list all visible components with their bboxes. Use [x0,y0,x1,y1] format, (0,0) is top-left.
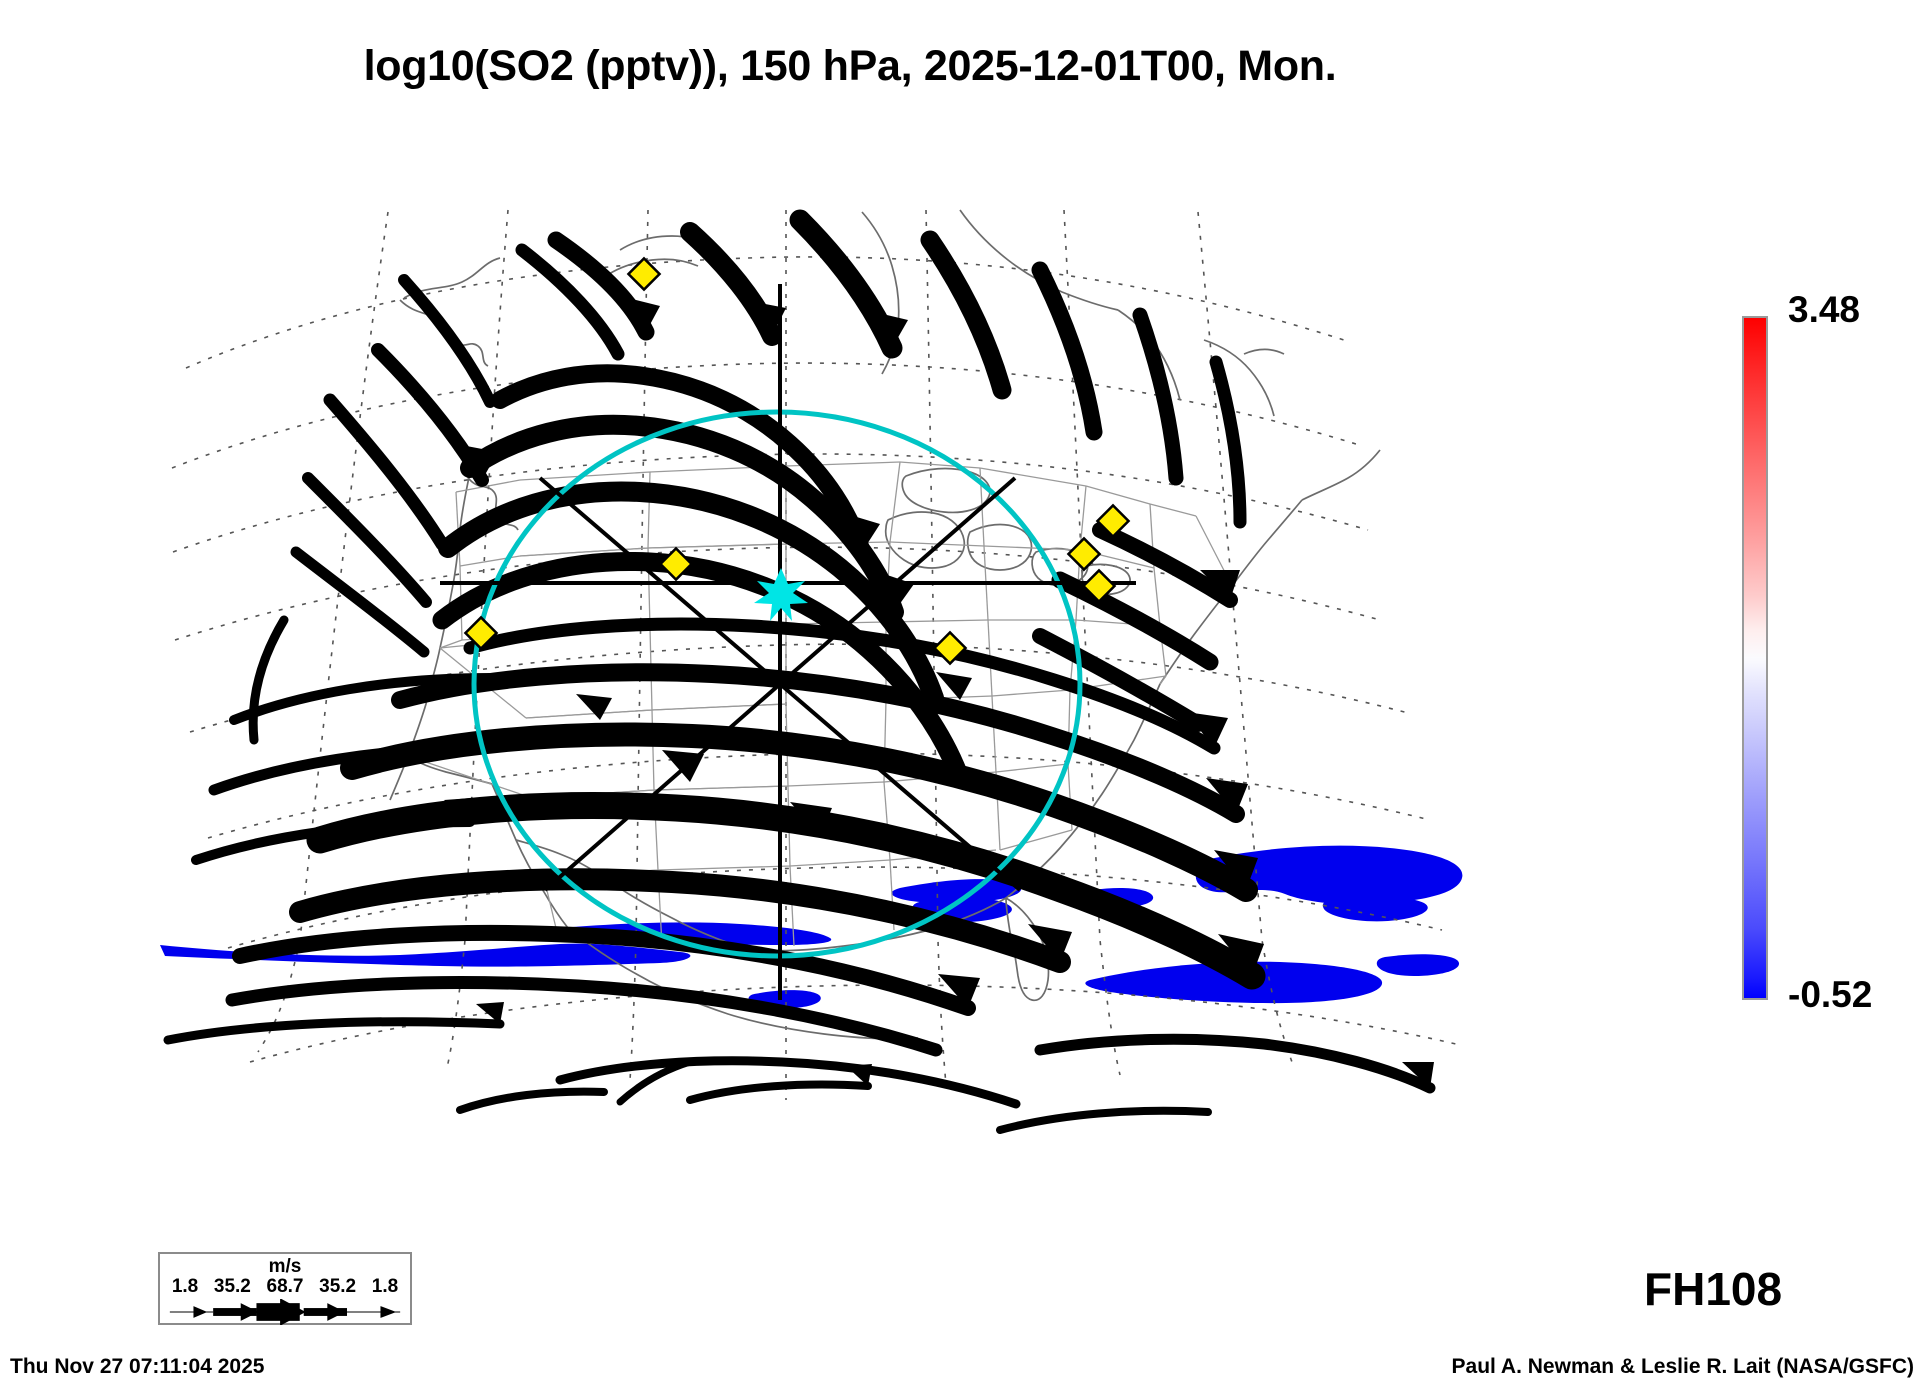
wind-legend-values: 1.8 35.2 68.7 35.2 1.8 [160,1276,410,1298]
center-crosshair [440,284,1136,1000]
wind-streamlines [163,209,1436,1134]
wind-legend-value: 68.7 [266,1276,304,1297]
wind-legend-value: 1.8 [371,1276,399,1297]
wind-legend-value: 1.8 [171,1276,199,1297]
generation-timestamp: Thu Nov 27 07:11:04 2025 [10,1355,265,1378]
center-star-marker[interactable] [754,568,808,621]
wind-speed-legend: m/s 1.8 35.2 68.7 35.2 1.8 [158,1252,412,1325]
so2-contour-fill [160,845,1463,1009]
author-credit: Paul A. Newman & Leslie R. Lait (NASA/GS… [1451,1355,1914,1378]
forecast-hour-label: FH108 [1644,1263,1783,1315]
wind-legend-arrow-scale [169,1299,401,1325]
wind-legend-value: 35.2 [213,1276,251,1297]
colorbar-min-label: -0.52 [1788,974,1873,1015]
colorbar-gradient [1742,316,1768,1000]
colorbar-max-label: 3.48 [1788,289,1861,330]
wind-legend-value: 35.2 [319,1276,357,1297]
page-title: log10(SO2 (pptv)), 150 hPa, 2025-12-01T0… [363,42,1337,90]
range-circle [471,409,1083,959]
wind-legend-unit-label: m/s [268,1256,302,1277]
colorbar: 3.48 -0.52 [1742,289,1872,1015]
station-markers[interactable] [463,256,1131,666]
map-panel[interactable] [0,100,1700,1220]
